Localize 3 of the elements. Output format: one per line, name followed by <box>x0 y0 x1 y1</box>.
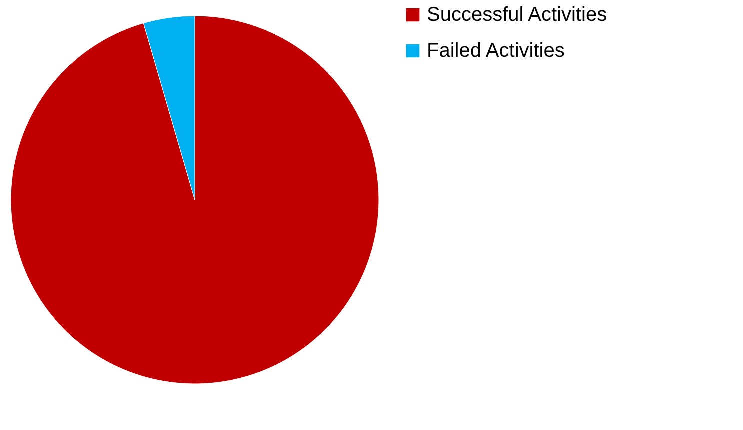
pie-slice <box>10 16 380 384</box>
legend-label: Successful Activities <box>427 4 608 26</box>
legend-label: Failed Activities <box>427 40 565 62</box>
